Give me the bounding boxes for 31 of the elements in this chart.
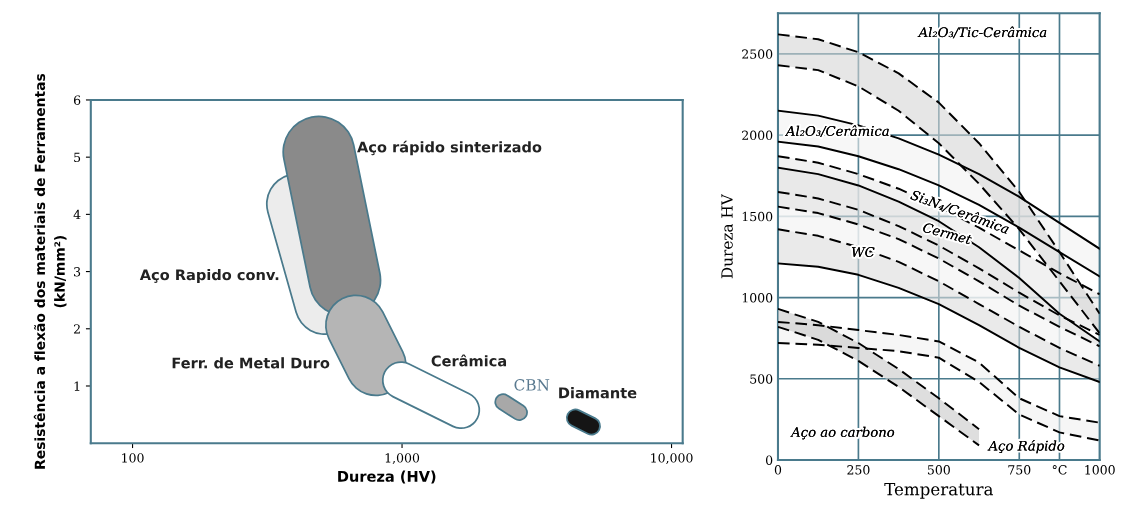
annotation: CBN bbox=[514, 379, 550, 391]
x-tick-label: 250 bbox=[847, 465, 870, 475]
y-axis-title: Resistência a flexão dos materiais de Ferramentas (kN/mm²) bbox=[33, 73, 67, 469]
y-tick-label: 5 bbox=[74, 152, 81, 163]
y-axis-title: Dureza HV bbox=[721, 194, 733, 279]
x-tick-label: 750 bbox=[1008, 465, 1031, 475]
x-tick-label: 10,000 bbox=[651, 453, 693, 465]
y-tick-label: 1 bbox=[74, 381, 80, 391]
x-axis-title: Temperatura bbox=[884, 483, 993, 499]
x-tick-label: 1,000 bbox=[385, 453, 420, 465]
y-tick-label: 4 bbox=[73, 209, 81, 220]
y-tick-label: 1500 bbox=[742, 211, 773, 222]
x-tick-label: 0 bbox=[774, 465, 782, 475]
y-tick-label: 2000 bbox=[742, 130, 773, 141]
x-axis-title: Dureza (HV) bbox=[338, 470, 436, 484]
annotation: WC bbox=[851, 247, 875, 257]
x-tick-label: 1000 bbox=[1085, 465, 1115, 475]
y-tick-label: 2500 bbox=[742, 49, 773, 59]
annotation: Aço rápido sinterizado bbox=[357, 140, 542, 156]
y-tick-label: 6 bbox=[73, 95, 81, 105]
annotation: Cerâmica bbox=[431, 354, 507, 367]
y-tick-label: 500 bbox=[750, 374, 773, 384]
y-tick-label: 3 bbox=[74, 267, 81, 277]
annotation: Ferr. de Metal Duro bbox=[172, 357, 330, 369]
x-tick-label: 500 bbox=[927, 465, 950, 475]
annotation: Aço Rapido conv. bbox=[139, 268, 279, 284]
annotation: Diamante bbox=[559, 387, 637, 399]
y-tick-label: 2 bbox=[73, 324, 80, 334]
x-tick-label: 100 bbox=[122, 453, 144, 463]
y-tick-label: 1000 bbox=[742, 293, 773, 303]
x-tick-label: °C bbox=[1052, 465, 1067, 475]
